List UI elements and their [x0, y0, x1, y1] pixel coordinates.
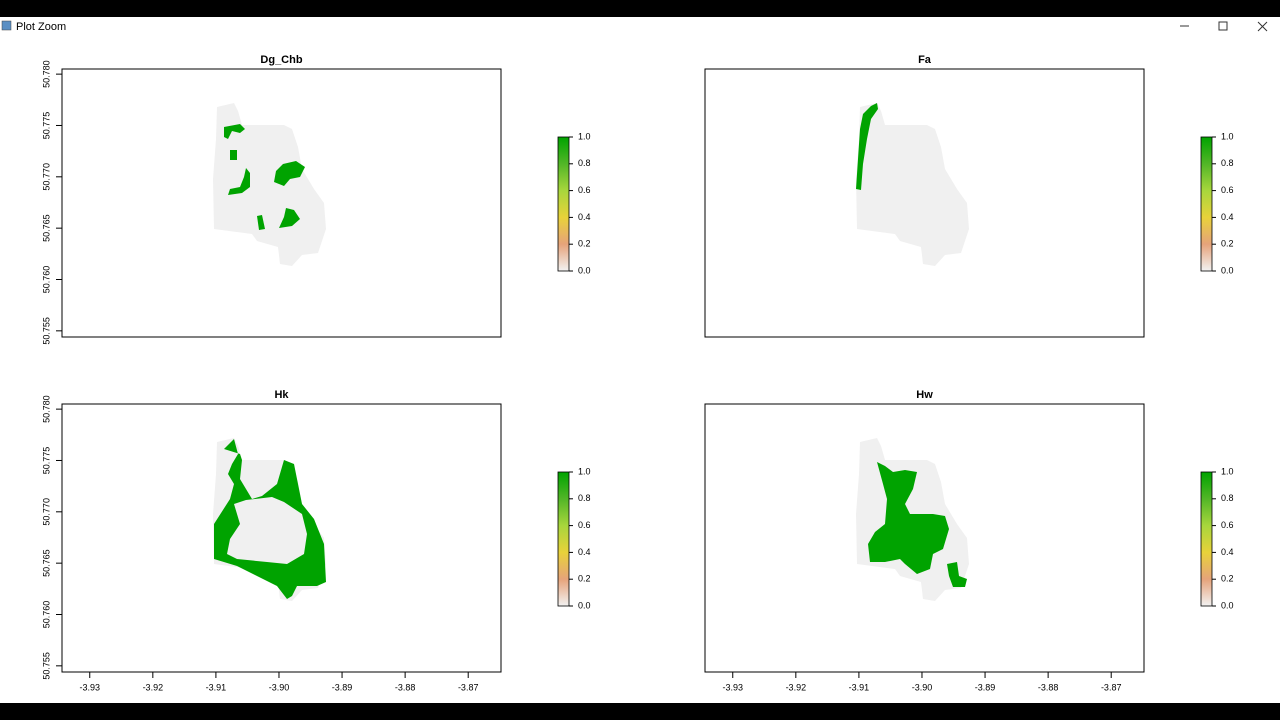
colorbar-tick-label: 0.0 [578, 265, 591, 275]
bottom-bar [0, 703, 1280, 720]
panel-title: Hk [274, 389, 289, 401]
x-tick-label: -3.89 [332, 682, 353, 692]
colorbar-tick-label: 0.0 [1221, 265, 1234, 275]
x-tick-label: -3.91 [206, 682, 227, 692]
x-tick-label: -3.87 [458, 682, 479, 692]
presence-patch [224, 124, 245, 139]
y-tick-label: 50.770 [41, 163, 51, 191]
study-area [856, 103, 969, 266]
colorbar-tick-label: 1.0 [578, 131, 591, 141]
y-tick-label: 50.760 [41, 266, 51, 294]
colorbar-tick-label: 0.8 [578, 493, 591, 503]
presence-patch [257, 215, 265, 230]
colorbar-tick-label: 0.8 [578, 158, 591, 168]
restore-button[interactable] [1218, 21, 1228, 31]
top-bar [0, 0, 1280, 17]
colorbar-tick-label: 0.6 [578, 185, 591, 195]
y-tick-label: 50.755 [41, 317, 51, 345]
colorbar-tick-label: 1.0 [1221, 131, 1234, 141]
colorbar-tick-label: 0.2 [578, 239, 591, 249]
presence-patch [279, 208, 300, 228]
colorbar-tick-label: 0.8 [1221, 493, 1234, 503]
colorbar [1200, 136, 1213, 272]
x-tick-label: -3.87 [1101, 682, 1122, 692]
x-tick-label: -3.93 [79, 682, 100, 692]
absence-area [227, 497, 307, 564]
x-tick-label: -3.93 [722, 682, 743, 692]
x-tick-label: -3.88 [1038, 682, 1059, 692]
y-tick-label: 50.775 [41, 447, 51, 475]
y-tick-label: 50.780 [41, 60, 51, 88]
colorbar-tick-label: 1.0 [578, 466, 591, 476]
colorbar-tick-label: 0.6 [578, 520, 591, 530]
presence-patch [868, 462, 949, 574]
colorbar [557, 136, 570, 272]
y-tick-label: 50.760 [41, 601, 51, 629]
presence-patch [947, 562, 967, 587]
colorbar-tick-label: 0.2 [1221, 239, 1234, 249]
y-tick-label: 50.765 [41, 214, 51, 242]
plot-frame [61, 403, 502, 673]
colorbar-tick-label: 0.4 [578, 212, 591, 222]
x-tick-label: -3.89 [975, 682, 996, 692]
plot-frame [704, 68, 1145, 338]
x-tick-label: -3.92 [143, 682, 164, 692]
study-area [213, 103, 326, 266]
panel-title: Hw [916, 389, 933, 401]
x-tick-label: -3.91 [849, 682, 870, 692]
colorbar [557, 471, 570, 607]
x-tick-label: -3.88 [395, 682, 416, 692]
y-tick-label: 50.775 [41, 112, 51, 140]
window-icon [1, 20, 12, 31]
presence-patch [228, 168, 250, 195]
colorbar-tick-label: 0.2 [1221, 574, 1234, 584]
x-tick-label: -3.92 [786, 682, 807, 692]
presence-patch [274, 161, 305, 186]
colorbar-tick-label: 0.4 [1221, 212, 1234, 222]
plot-frame [704, 403, 1145, 673]
colorbar-tick-label: 1.0 [1221, 466, 1234, 476]
x-tick-label: -3.90 [269, 682, 290, 692]
window-body [0, 17, 1280, 703]
panel-title: Fa [918, 54, 932, 66]
y-tick-label: 50.755 [41, 652, 51, 680]
y-tick-label: 50.780 [41, 395, 51, 423]
window-title: Plot Zoom [16, 21, 66, 33]
x-tick-label: -3.90 [912, 682, 933, 692]
colorbar-tick-label: 0.4 [578, 547, 591, 557]
colorbar-tick-label: 0.6 [1221, 185, 1234, 195]
y-tick-label: 50.770 [41, 498, 51, 526]
colorbar-tick-label: 0.4 [1221, 547, 1234, 557]
presence-patch [856, 103, 878, 190]
colorbar-tick-label: 0.2 [578, 574, 591, 584]
colorbar-tick-label: 0.0 [578, 600, 591, 610]
presence-patch [230, 150, 237, 160]
y-tick-label: 50.765 [41, 549, 51, 577]
colorbar-tick-label: 0.6 [1221, 520, 1234, 530]
colorbar [1200, 471, 1213, 607]
plot-frame [61, 68, 502, 338]
close-button[interactable] [1257, 21, 1268, 32]
colorbar-tick-label: 0.8 [1221, 158, 1234, 168]
panel-title: Dg_Chb [260, 54, 302, 66]
colorbar-tick-label: 0.0 [1221, 600, 1234, 610]
